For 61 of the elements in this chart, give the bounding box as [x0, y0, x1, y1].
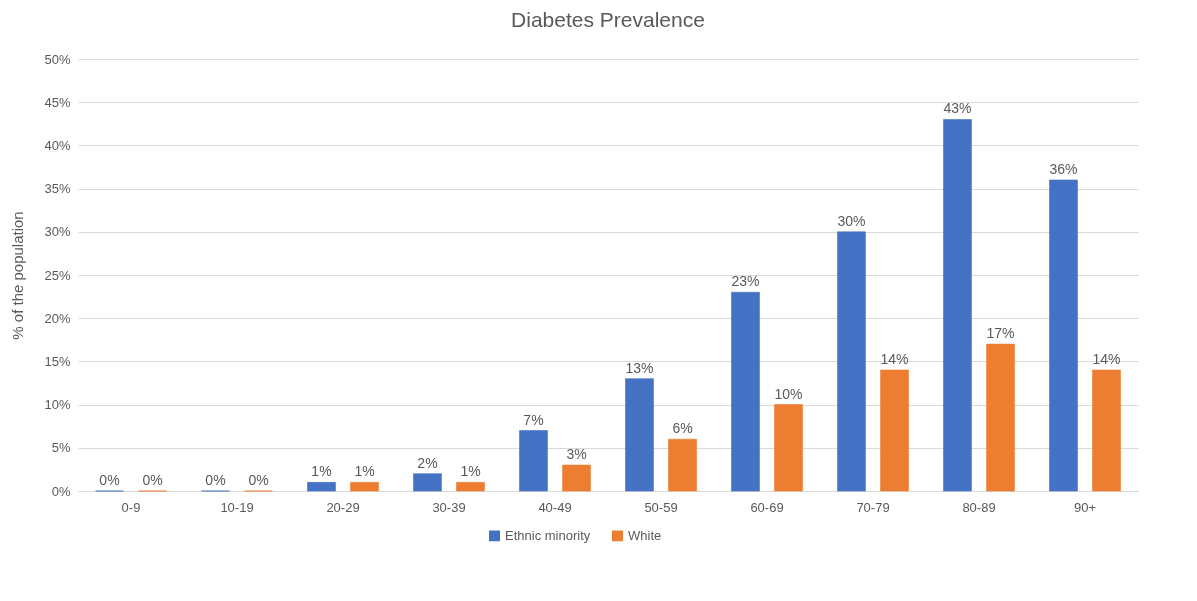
x-tick-label: 30-39: [432, 499, 466, 515]
x-tick-label: 90+: [1073, 499, 1097, 515]
data-label: 43%: [943, 100, 972, 117]
x-tick-label: 80-89: [962, 499, 996, 515]
data-label: 2%: [417, 454, 438, 471]
y-tick-label: 20%: [44, 310, 71, 326]
bar: [456, 482, 485, 492]
data-label: 0%: [99, 472, 120, 488]
x-tick-label: 50-59: [644, 499, 678, 515]
bar: [943, 119, 972, 492]
bar: [562, 464, 591, 492]
bar: [668, 438, 697, 492]
data-label: 13%: [625, 359, 654, 376]
data-label: 0%: [142, 472, 163, 488]
x-tick-label: 0-9: [121, 499, 141, 515]
bar: [986, 343, 1015, 492]
data-label: 0%: [205, 472, 226, 488]
data-label: 36%: [1049, 160, 1078, 177]
bar: [413, 473, 442, 492]
bar: [1049, 179, 1078, 492]
data-label: 17%: [986, 325, 1015, 342]
x-tick-label: 70-79: [856, 499, 890, 515]
data-label: 0%: [248, 472, 269, 488]
y-tick-label: 15%: [44, 353, 71, 369]
y-axis-title: % of the population: [9, 211, 27, 340]
y-tick-label: 50%: [44, 51, 71, 67]
y-tick-label: 25%: [44, 267, 71, 283]
y-tick-label: 0%: [51, 483, 71, 499]
data-label: 14%: [880, 351, 909, 368]
y-tick-label: 40%: [44, 137, 71, 153]
data-label: 7%: [523, 411, 544, 428]
x-tick-label: 60-69: [750, 499, 784, 515]
bar: [307, 482, 336, 492]
bar: [1092, 369, 1121, 492]
data-label: 1%: [311, 463, 332, 480]
bar: [625, 378, 654, 492]
x-tick-label: 10-19: [220, 499, 254, 515]
bar: [731, 291, 760, 492]
y-tick-label: 30%: [44, 224, 71, 240]
bar: [774, 404, 803, 492]
data-label: 3%: [566, 446, 587, 463]
legend-label: Ethnic minority: [505, 527, 591, 543]
y-tick-label: 35%: [44, 181, 71, 197]
data-label: 1%: [354, 463, 375, 480]
data-label: 14%: [1092, 351, 1121, 368]
bar: [519, 430, 548, 492]
y-tick-label: 10%: [44, 397, 71, 413]
bar: [350, 482, 379, 492]
bar: [837, 231, 866, 492]
x-tick-label: 40-49: [538, 499, 572, 515]
y-tick-label: 45%: [44, 94, 71, 110]
data-label: 1%: [460, 463, 481, 480]
data-label: 6%: [672, 420, 693, 437]
legend-label: White: [628, 527, 662, 543]
bar: [880, 369, 909, 492]
y-tick-label: 5%: [51, 440, 71, 456]
data-label: 23%: [731, 273, 760, 290]
data-label: 30%: [837, 212, 866, 229]
chart-title: Diabetes Prevalence: [511, 8, 705, 31]
x-tick-label: 20-29: [326, 499, 360, 515]
data-label: 10%: [774, 385, 803, 402]
